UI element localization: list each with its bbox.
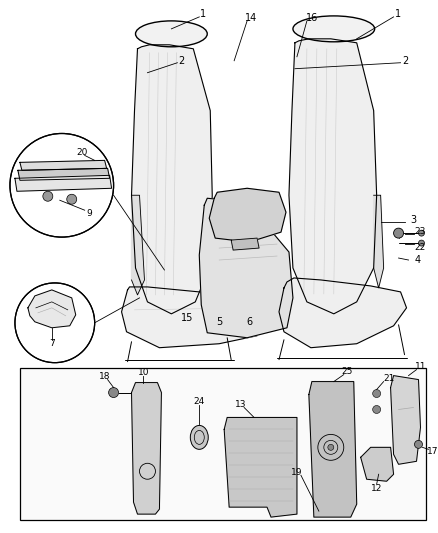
Circle shape [394,228,403,238]
Text: 22: 22 [415,243,426,252]
Circle shape [373,406,381,414]
Polygon shape [309,382,357,517]
Text: 11: 11 [415,362,426,371]
Text: 2: 2 [178,56,184,66]
Polygon shape [28,290,76,328]
Polygon shape [131,45,212,314]
Ellipse shape [135,21,207,47]
Text: 25: 25 [341,367,353,376]
Circle shape [109,387,119,398]
Ellipse shape [293,16,374,42]
Ellipse shape [191,425,208,449]
Polygon shape [209,188,286,242]
Polygon shape [131,195,145,295]
Text: 3: 3 [410,215,417,225]
Polygon shape [15,175,112,191]
Text: 13: 13 [235,400,247,409]
Text: 24: 24 [194,397,205,406]
Text: 5: 5 [216,317,223,327]
Polygon shape [279,278,406,348]
Text: 20: 20 [76,148,88,157]
Polygon shape [20,160,106,171]
Text: 12: 12 [371,484,382,492]
Polygon shape [18,168,110,180]
Text: 19: 19 [291,468,303,477]
Polygon shape [361,447,394,481]
Circle shape [43,191,53,201]
Text: 17: 17 [427,447,438,456]
Text: 2: 2 [403,56,409,66]
Text: 18: 18 [99,372,110,381]
Text: 15: 15 [181,313,194,323]
Polygon shape [289,39,377,314]
Text: 9: 9 [87,209,92,217]
Circle shape [373,390,381,398]
Text: 1: 1 [395,9,401,19]
Text: 1: 1 [200,9,206,19]
Text: 23: 23 [415,227,426,236]
Polygon shape [12,135,112,235]
Circle shape [418,240,424,246]
Polygon shape [391,376,420,464]
Text: 10: 10 [138,368,149,377]
Polygon shape [231,238,259,250]
Bar [20,368,427,520]
Text: 14: 14 [245,13,257,23]
Text: 16: 16 [306,13,318,23]
Text: 6: 6 [246,317,252,327]
Circle shape [414,440,423,448]
Circle shape [328,445,334,450]
Polygon shape [374,195,384,288]
Polygon shape [131,383,162,514]
Polygon shape [122,287,262,348]
Polygon shape [199,198,293,338]
Polygon shape [224,417,297,517]
Polygon shape [17,285,93,361]
Circle shape [418,230,424,236]
Text: 21: 21 [383,374,394,383]
Circle shape [67,194,77,204]
Text: 4: 4 [414,255,420,265]
Text: 7: 7 [49,339,55,348]
